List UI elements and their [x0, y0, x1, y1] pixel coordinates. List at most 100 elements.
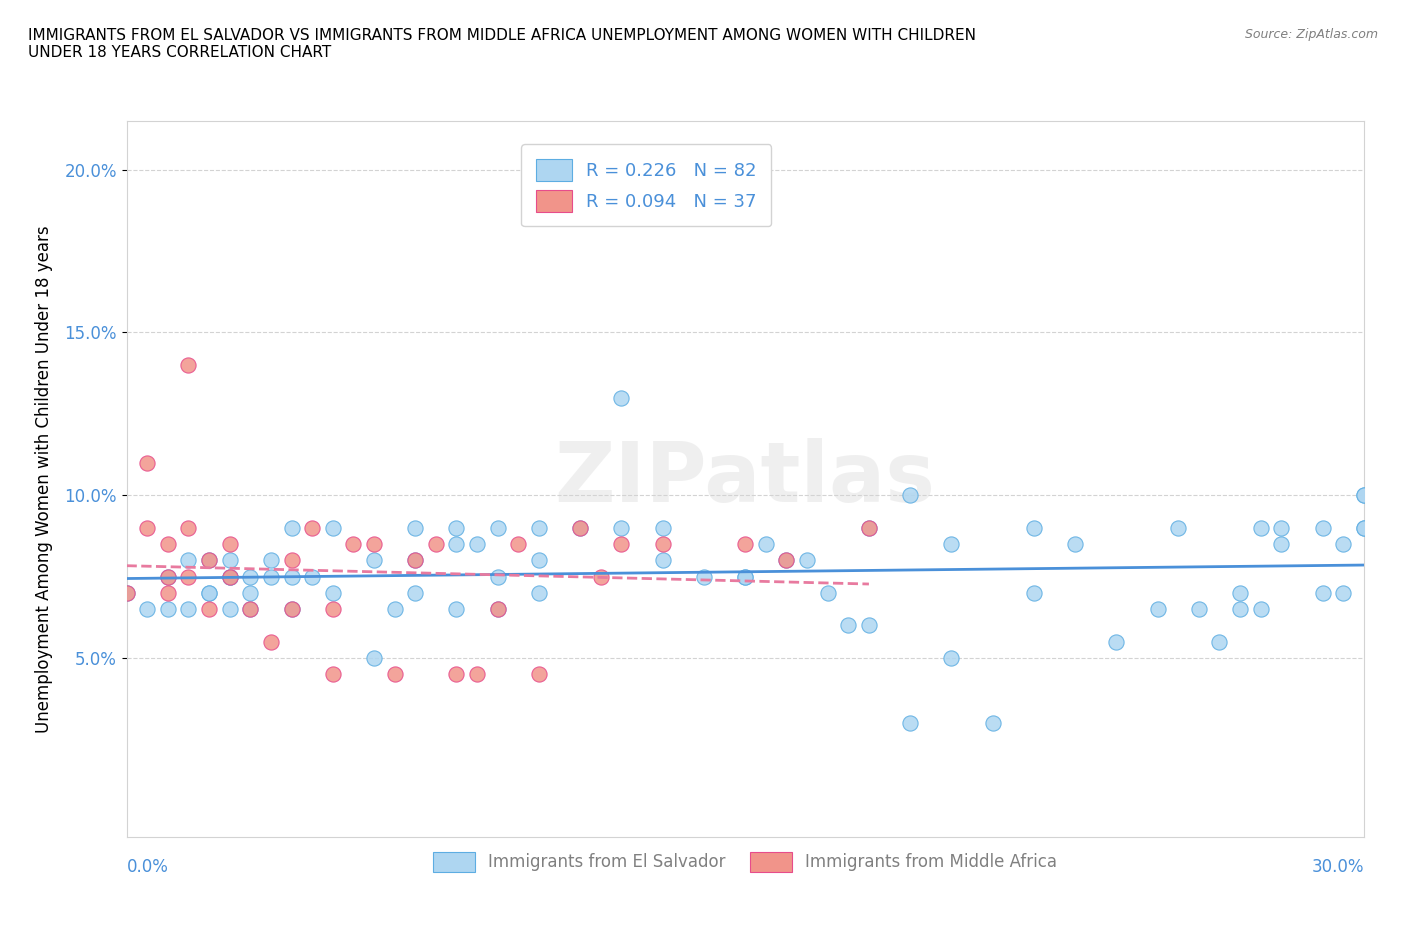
Point	[1270, 537, 1292, 551]
Point	[239, 569, 262, 584]
Point	[898, 487, 921, 502]
Point	[177, 602, 200, 617]
Point	[796, 552, 818, 567]
Point	[1270, 521, 1292, 536]
Point	[156, 586, 179, 601]
Point	[177, 521, 200, 536]
Point	[1250, 521, 1272, 536]
Point	[301, 521, 323, 536]
Point	[941, 537, 963, 551]
Point	[322, 586, 344, 601]
Point	[260, 552, 283, 567]
Point	[218, 569, 240, 584]
Point	[115, 586, 138, 601]
Point	[1229, 602, 1251, 617]
Point	[198, 586, 221, 601]
Point	[693, 569, 716, 584]
Point	[465, 537, 488, 551]
Point	[1353, 521, 1375, 536]
Point	[651, 521, 673, 536]
Point	[198, 552, 221, 567]
Point	[1146, 602, 1168, 617]
Point	[404, 521, 426, 536]
Point	[1331, 537, 1354, 551]
Point	[1022, 521, 1045, 536]
Point	[177, 357, 200, 372]
Point	[384, 667, 406, 682]
Point	[363, 552, 385, 567]
Point	[404, 586, 426, 601]
Point	[136, 455, 159, 470]
Point	[589, 569, 612, 584]
Point	[734, 537, 756, 551]
Point	[198, 602, 221, 617]
Point	[610, 537, 633, 551]
Point	[322, 521, 344, 536]
Point	[941, 651, 963, 666]
Point	[156, 602, 179, 617]
Point	[610, 521, 633, 536]
Text: 30.0%: 30.0%	[1312, 858, 1364, 876]
Point	[218, 569, 240, 584]
Point	[1064, 537, 1087, 551]
Point	[177, 552, 200, 567]
Point	[1167, 521, 1189, 536]
Point	[363, 537, 385, 551]
Point	[837, 618, 859, 633]
Text: ZIPatlas: ZIPatlas	[555, 438, 935, 520]
Point	[218, 569, 240, 584]
Point	[1331, 586, 1354, 601]
Point	[260, 634, 283, 649]
Point	[527, 521, 550, 536]
Point	[775, 552, 797, 567]
Point	[858, 521, 880, 536]
Point	[280, 552, 302, 567]
Point	[1022, 586, 1045, 601]
Point	[177, 569, 200, 584]
Point	[156, 569, 179, 584]
Point	[425, 537, 447, 551]
Point	[239, 602, 262, 617]
Point	[1229, 586, 1251, 601]
Y-axis label: Unemployment Among Women with Children Under 18 years: Unemployment Among Women with Children U…	[35, 225, 53, 733]
Point	[858, 521, 880, 536]
Point	[198, 586, 221, 601]
Point	[115, 586, 138, 601]
Point	[775, 552, 797, 567]
Point	[280, 602, 302, 617]
Point	[446, 521, 468, 536]
Point	[156, 569, 179, 584]
Text: 0.0%: 0.0%	[127, 858, 169, 876]
Point	[651, 537, 673, 551]
Point	[280, 521, 302, 536]
Point	[1353, 487, 1375, 502]
Point	[569, 521, 592, 536]
Point	[342, 537, 364, 551]
Point	[1353, 487, 1375, 502]
Text: IMMIGRANTS FROM EL SALVADOR VS IMMIGRANTS FROM MIDDLE AFRICA UNEMPLOYMENT AMONG : IMMIGRANTS FROM EL SALVADOR VS IMMIGRANT…	[28, 28, 976, 60]
Point	[486, 521, 509, 536]
Point	[858, 618, 880, 633]
Legend: Immigrants from El Salvador, Immigrants from Middle Africa: Immigrants from El Salvador, Immigrants …	[426, 845, 1064, 879]
Point	[1188, 602, 1211, 617]
Point	[446, 537, 468, 551]
Text: Source: ZipAtlas.com: Source: ZipAtlas.com	[1244, 28, 1378, 41]
Point	[981, 716, 1004, 731]
Point	[1105, 634, 1128, 649]
Point	[486, 602, 509, 617]
Point	[239, 586, 262, 601]
Point	[446, 602, 468, 617]
Point	[260, 569, 283, 584]
Point	[280, 602, 302, 617]
Point	[508, 537, 530, 551]
Point	[301, 569, 323, 584]
Point	[569, 521, 592, 536]
Point	[384, 602, 406, 617]
Point	[734, 569, 756, 584]
Point	[486, 569, 509, 584]
Point	[651, 552, 673, 567]
Point	[610, 390, 633, 405]
Point	[280, 569, 302, 584]
Point	[1208, 634, 1230, 649]
Point	[755, 537, 778, 551]
